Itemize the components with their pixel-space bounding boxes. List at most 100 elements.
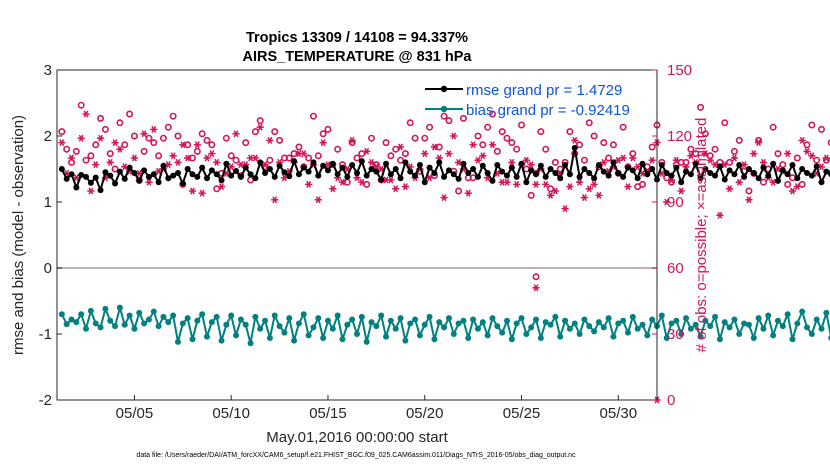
- rmse-point: [770, 160, 777, 167]
- possible-obs-point: [401, 150, 409, 158]
- bias-point: [489, 315, 496, 322]
- bias-point: [683, 315, 690, 322]
- legend-rmse-label: rmse grand pr = 1.4729: [466, 82, 622, 99]
- assimilated-obs-point: [198, 189, 206, 197]
- bias-point: [658, 312, 665, 319]
- possible-obs-point: [101, 125, 109, 133]
- assimilated-obs-point: [716, 211, 724, 219]
- bias-point: [823, 309, 830, 316]
- y-tick-label-right: 90: [667, 194, 684, 211]
- bias-point: [412, 316, 419, 323]
- rmse-point: [774, 177, 781, 184]
- bias-point: [557, 333, 564, 340]
- legend-bias-marker: [440, 105, 448, 113]
- assimilated-obs-point: [614, 156, 622, 164]
- bias-point: [174, 338, 181, 345]
- assimilated-obs-point: [111, 139, 119, 147]
- assimilated-obs-point: [474, 156, 482, 164]
- rmse-point: [344, 173, 351, 180]
- assimilated-obs-point: [208, 150, 216, 158]
- possible-obs-point: [745, 187, 753, 195]
- assimilated-obs-point: [788, 187, 797, 195]
- possible-obs-point: [68, 158, 76, 166]
- rmse-point: [78, 171, 85, 178]
- bias-point: [160, 313, 167, 320]
- possible-obs-point: [392, 145, 400, 153]
- assimilated-obs-point: [217, 183, 226, 191]
- bias-point: [818, 325, 825, 332]
- possible-obs-point: [813, 156, 821, 164]
- bias-point: [397, 315, 404, 322]
- assimilated-obs-point: [706, 156, 714, 164]
- assimilated-obs-point: [261, 161, 269, 169]
- rmse-point: [339, 164, 346, 171]
- rmse-point: [233, 167, 240, 174]
- possible-obs-point: [82, 156, 90, 164]
- possible-obs-point: [285, 154, 293, 162]
- bias-point: [92, 320, 99, 327]
- bias-point: [416, 332, 423, 339]
- possible-obs-point: [682, 158, 690, 166]
- rmse-point: [305, 168, 312, 175]
- assimilated-obs-point: [450, 132, 458, 140]
- assimilated-obs-point: [82, 110, 90, 118]
- bias-point: [745, 321, 752, 328]
- x-tick-label: 05/25: [503, 405, 541, 422]
- bias-point: [271, 312, 278, 319]
- bias-point: [629, 313, 636, 320]
- possible-obs-point: [397, 156, 405, 164]
- rmse-series-layer: [58, 144, 830, 194]
- possible-obs-point: [140, 147, 148, 155]
- rmse-point: [712, 172, 719, 179]
- assimilated-obs-point: [116, 145, 124, 153]
- possible-obs-point: [513, 145, 521, 153]
- rmse-point: [687, 171, 694, 178]
- y-tick-label-left: 1: [44, 194, 52, 211]
- chart-subtitle: AIRS_TEMPERATURE @ 831 hPa: [242, 49, 472, 65]
- bias-point: [300, 311, 307, 318]
- bias-point: [141, 320, 148, 327]
- assimilated-obs-point: [363, 147, 371, 155]
- rmse-point: [445, 167, 452, 174]
- assimilated-obs-point: [677, 187, 685, 195]
- y-tick-label-right: 120: [667, 128, 692, 145]
- bias-point: [765, 312, 772, 319]
- bias-point: [421, 321, 428, 328]
- bias-point: [194, 317, 201, 324]
- possible-obs-point: [87, 152, 95, 160]
- rmse-point: [605, 172, 612, 179]
- x-tick-label: 05/30: [600, 405, 638, 422]
- rmse-point: [813, 163, 820, 170]
- possible-obs-point: [692, 150, 700, 158]
- legend-rmse-marker: [440, 85, 448, 93]
- rmse-point: [537, 162, 544, 169]
- bias-point: [552, 313, 559, 320]
- possible-obs-point: [687, 145, 695, 153]
- possible-obs-point: [518, 121, 526, 129]
- assimilated-obs-point: [546, 191, 555, 199]
- rmse-point: [58, 166, 65, 172]
- bias-point: [586, 323, 593, 330]
- x-axis-label: May.01,2016 00:00:00 start: [266, 429, 448, 446]
- rmse-point: [542, 173, 549, 180]
- possible-obs-point: [735, 136, 743, 144]
- possible-obs-point: [232, 156, 240, 164]
- bias-point: [78, 311, 85, 318]
- bias-point: [566, 325, 573, 332]
- assimilated-obs-point: [619, 154, 627, 162]
- possible-obs-point: [769, 123, 777, 131]
- assimilated-obs-point: [213, 158, 221, 166]
- bias-point: [223, 321, 230, 328]
- rmse-point: [552, 169, 559, 176]
- rmse-point: [426, 164, 433, 171]
- y-tick-label-right: 60: [667, 260, 684, 277]
- possible-obs-point: [648, 143, 656, 151]
- bias-point: [368, 319, 375, 326]
- possible-obs-point: [445, 117, 453, 125]
- rmse-point: [291, 158, 298, 165]
- rmse-point: [194, 173, 201, 180]
- bias-point: [286, 315, 293, 322]
- bias-point: [121, 321, 128, 328]
- rmse-point: [600, 168, 607, 175]
- bias-point: [518, 315, 525, 322]
